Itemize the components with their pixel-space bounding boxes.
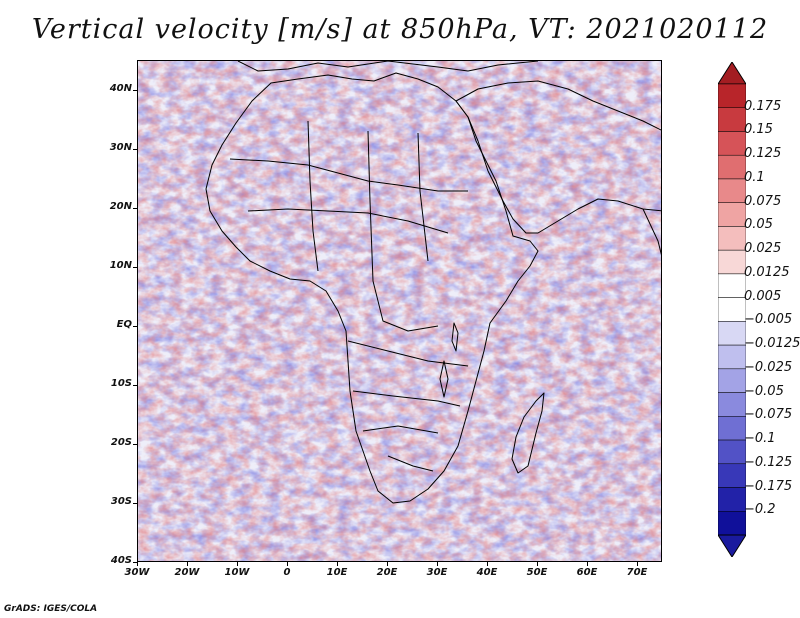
lon-tick-label: 20W [174, 567, 200, 578]
lat-tick-label: 20S [110, 436, 132, 448]
lon-tick-label: 10W [224, 567, 250, 578]
colorbar-segment [718, 463, 746, 488]
lat-tick-mark [133, 384, 137, 386]
lat-tick-label: 40S [110, 555, 132, 566]
colorbar-level-label: 0.15 [744, 122, 773, 138]
colorbar-segment [718, 392, 746, 417]
colorbar-level-label: 0.005 [744, 288, 782, 304]
colorbar-segment [718, 439, 746, 465]
colorbar-segment [718, 321, 746, 346]
colorbar-segment [718, 178, 746, 203]
lon-tick-mark [287, 562, 288, 566]
colorbar-segment [718, 511, 746, 536]
colorbar-level-label: −0.0125 [744, 336, 800, 352]
colorbar-segment [718, 249, 746, 275]
lon-tick-label: 50E [526, 567, 548, 578]
lat-tick-label: 10S [110, 377, 132, 389]
colorbar-level-label: 0.125 [744, 146, 782, 162]
lat-tick-label: 20N [109, 200, 132, 212]
map-panel [137, 60, 662, 562]
colorbar-min-arrow [718, 534, 746, 557]
lon-tick-mark [637, 562, 638, 566]
lon-tick-mark [587, 562, 588, 566]
colorbar-segment [718, 344, 746, 370]
lat-tick-mark [133, 207, 137, 209]
lon-tick-mark [487, 562, 488, 566]
lon-tick-mark [187, 562, 188, 566]
colorbar-segment [718, 368, 746, 393]
map-title: Vertical velocity [m/s] at 850hPa, VT: 2… [31, 14, 769, 45]
colorbar-level-label: −0.125 [744, 454, 793, 470]
colorbar-segment [718, 487, 746, 512]
lon-tick-mark [137, 562, 138, 566]
lat-tick-label: 40N [109, 82, 132, 94]
colorbar-segment [718, 202, 746, 227]
lat-tick-mark [133, 325, 137, 327]
colorbar-level-label: −0.005 [744, 312, 793, 328]
colorbar-level-label: 0.05 [744, 217, 773, 233]
coastlines [205, 61, 661, 504]
colorbar-segment [718, 297, 746, 322]
lon-tick-mark [387, 562, 388, 566]
colorbar-segment [718, 107, 746, 132]
colorbar-level-label: −0.175 [744, 478, 793, 494]
field-ascent-texture [138, 61, 661, 561]
colorbar-segment [718, 83, 746, 108]
colorbar-level-label: 0.0125 [744, 264, 790, 280]
lat-tick-mark [133, 89, 137, 91]
lat-tick-mark [133, 148, 137, 150]
lon-tick-label: 0 [283, 567, 291, 578]
colorbar-segment [718, 273, 746, 298]
lon-tick-label: 60E [576, 567, 598, 578]
colorbar-level-label: 0.025 [744, 241, 782, 257]
grads-credit: GrADS: IGES/COLA [4, 604, 98, 614]
lat-tick-mark [133, 502, 137, 504]
colorbar-level-label: 0.075 [744, 193, 782, 209]
lat-tick-label: 30N [109, 141, 132, 153]
lon-tick-label: 70E [626, 567, 648, 578]
colorbar [718, 62, 746, 557]
velocity-field-map [138, 61, 661, 561]
colorbar-level-label: −0.1 [744, 431, 776, 447]
lat-tick-mark [133, 266, 137, 268]
lon-tick-mark [337, 562, 338, 566]
colorbar-level-label: −0.2 [744, 502, 776, 518]
lat-tick-label: 10N [109, 259, 132, 271]
lon-tick-mark [537, 562, 538, 566]
lon-tick-label: 40E [476, 567, 498, 578]
lat-tick-label: EQ [116, 318, 132, 330]
colorbar-segment [718, 416, 746, 441]
lat-tick-label: 30S [110, 495, 132, 507]
colorbar-level-label: −0.025 [744, 359, 793, 375]
lon-tick-label: 30E [426, 567, 448, 578]
lon-tick-label: 10E [326, 567, 348, 578]
lon-tick-label: 20E [376, 567, 398, 578]
colorbar-max-arrow [718, 62, 746, 85]
lon-tick-mark [437, 562, 438, 566]
lat-tick-mark [133, 443, 137, 445]
colorbar-level-label: 0.175 [744, 98, 782, 114]
lat-tick-mark [133, 562, 137, 563]
colorbar-segment [718, 154, 746, 180]
colorbar-segment [718, 226, 746, 251]
colorbar-level-label: −0.075 [744, 407, 793, 423]
colorbar-level-label: 0.1 [744, 169, 765, 185]
colorbar-segment [718, 131, 746, 156]
colorbar-level-label: −0.05 [744, 383, 784, 399]
lon-tick-mark [237, 562, 238, 566]
lon-tick-label: 30W [124, 567, 150, 578]
